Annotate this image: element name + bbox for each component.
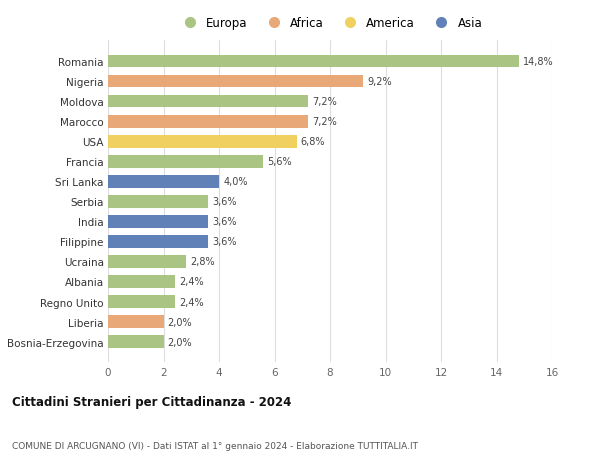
Text: COMUNE DI ARCUGNANO (VI) - Dati ISTAT al 1° gennaio 2024 - Elaborazione TUTTITAL: COMUNE DI ARCUGNANO (VI) - Dati ISTAT al… xyxy=(12,441,418,450)
Bar xyxy=(108,156,263,168)
Text: 2,4%: 2,4% xyxy=(179,277,203,287)
Bar xyxy=(108,216,208,228)
Text: 3,6%: 3,6% xyxy=(212,237,236,247)
Text: 9,2%: 9,2% xyxy=(367,77,392,87)
Bar xyxy=(108,136,296,148)
Bar xyxy=(108,176,219,188)
Text: 7,2%: 7,2% xyxy=(312,117,337,127)
Bar xyxy=(108,296,175,308)
Bar xyxy=(108,256,186,268)
Bar xyxy=(108,56,519,68)
Text: 2,0%: 2,0% xyxy=(167,337,192,347)
Bar xyxy=(108,96,308,108)
Text: 2,0%: 2,0% xyxy=(167,317,192,327)
Bar xyxy=(108,236,208,248)
Bar xyxy=(108,76,363,88)
Bar xyxy=(108,196,208,208)
Text: 2,4%: 2,4% xyxy=(179,297,203,307)
Text: 7,2%: 7,2% xyxy=(312,97,337,107)
Text: 2,8%: 2,8% xyxy=(190,257,214,267)
Text: 4,0%: 4,0% xyxy=(223,177,248,187)
Bar xyxy=(108,336,163,348)
Text: 6,8%: 6,8% xyxy=(301,137,325,147)
Text: Cittadini Stranieri per Cittadinanza - 2024: Cittadini Stranieri per Cittadinanza - 2… xyxy=(12,396,292,409)
Text: 14,8%: 14,8% xyxy=(523,57,553,67)
Text: 3,6%: 3,6% xyxy=(212,217,236,227)
Text: 5,6%: 5,6% xyxy=(268,157,292,167)
Legend: Europa, Africa, America, Asia: Europa, Africa, America, Asia xyxy=(175,15,485,33)
Bar xyxy=(108,116,308,128)
Text: 3,6%: 3,6% xyxy=(212,197,236,207)
Bar xyxy=(108,316,163,328)
Bar xyxy=(108,276,175,288)
